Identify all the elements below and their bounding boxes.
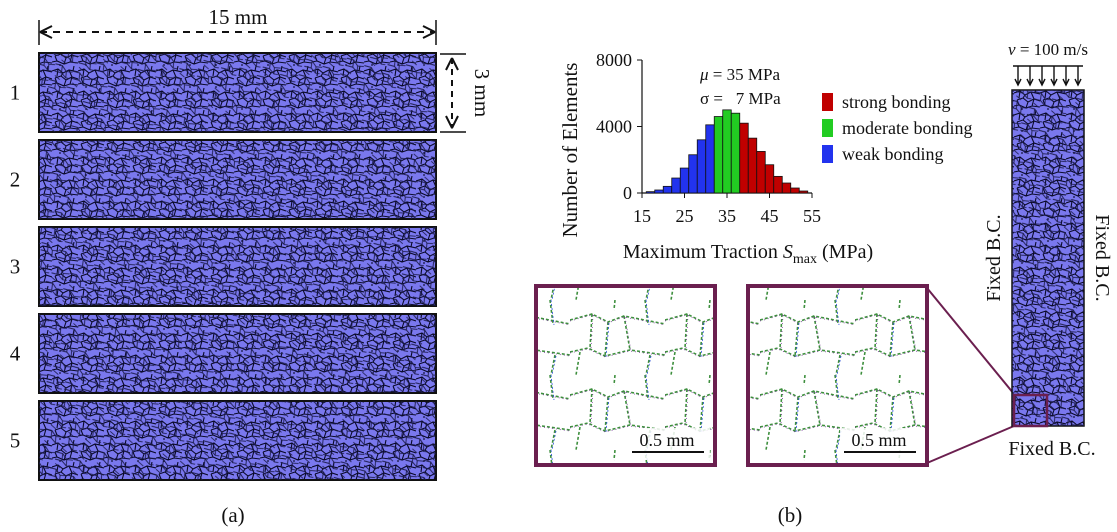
caption-a: (a) (221, 503, 244, 527)
sample-label: 2 (10, 168, 21, 192)
sample-strip-texture (39, 314, 436, 393)
histogram-bar (688, 154, 698, 194)
sample-strip: 4 (10, 313, 437, 394)
histogram-bar (764, 164, 775, 194)
sample-strips: 1 2 3 4 5 (10, 52, 437, 481)
mu-stat: μ = 35 MPa (699, 65, 780, 84)
zoom-inset-right: 0.5 mm (746, 284, 929, 467)
histogram-bar (671, 177, 681, 194)
width-dimension-arrows (39, 25, 436, 39)
x-tick-label: 35 (718, 206, 736, 226)
legend-label: weak bonding (842, 144, 943, 164)
load-arrow (1062, 66, 1070, 87)
scale-bar-bg-right (840, 428, 922, 460)
zoom-inset-left: 0.5 mm (534, 284, 717, 467)
panel-a: 15 mm 3 mm 1 2 3 4 5 (a) (10, 5, 494, 527)
legend-label: moderate bonding (842, 118, 972, 138)
histogram-bar (756, 151, 766, 194)
histogram-bar (662, 185, 673, 194)
y-axis-label: Number of Elements (558, 63, 582, 238)
sample-label: 1 (10, 81, 21, 105)
histogram-bar (713, 116, 724, 194)
load-arrow (1038, 66, 1046, 87)
y-tick-label: 0 (623, 183, 632, 203)
load-arrow (1074, 66, 1082, 87)
sample-strip: 5 (10, 400, 437, 481)
histogram-bar (696, 139, 707, 194)
sample-label: 3 (10, 255, 21, 279)
histogram-bar (739, 122, 749, 194)
load-arrow (1014, 66, 1022, 87)
histogram-bar (645, 191, 656, 194)
histogram-bar (773, 175, 783, 194)
legend-swatch (822, 119, 833, 137)
histogram-bar (705, 124, 715, 194)
sample-label: 4 (10, 342, 21, 366)
sigma-stat: σ = 7 MPa (700, 89, 781, 108)
load-arrows (1013, 65, 1083, 87)
histogram: 0 4000 8000 15 25 35 45 55 (596, 50, 821, 226)
zoom-region-marker (1012, 393, 1049, 428)
sample-strip-texture (39, 53, 436, 132)
sample-strip: 2 (10, 139, 437, 220)
x-tick-label: 15 (633, 206, 651, 226)
histogram-bar (747, 137, 758, 194)
legend: strong bonding moderate bonding weak bondi… (822, 92, 972, 164)
histogram-bar (790, 187, 800, 194)
legend-swatch (822, 145, 833, 163)
height-label: 3 mm (470, 69, 494, 117)
caption-b: (b) (778, 503, 803, 527)
sample-strip-texture (39, 140, 436, 219)
zoom-right-frame (746, 284, 929, 467)
x-tick-label: 55 (803, 206, 821, 226)
velocity-label: v = 100 m/s (1008, 40, 1088, 59)
zoom-connector-top (926, 287, 1015, 395)
bc-right-label: Fixed B.C. (1091, 214, 1113, 301)
height-dimension-arrows (445, 57, 459, 129)
load-arrow (1050, 66, 1058, 87)
legend-label: strong bonding (842, 92, 951, 112)
histogram-bar (781, 182, 792, 194)
scale-bar-label-left: 0.5 mm (639, 430, 694, 450)
histogram-bar (722, 109, 732, 194)
column-texture (1012, 90, 1084, 426)
scale-bar-bg-left (628, 428, 710, 460)
scale-bar-label-right: 0.5 mm (851, 430, 906, 450)
histogram-bar (679, 167, 690, 194)
width-label: 15 mm (209, 5, 268, 29)
sample-strip: 3 (10, 226, 437, 307)
load-arrow (1026, 66, 1034, 87)
legend-swatch (822, 93, 833, 111)
y-tick-label: 4000 (596, 117, 632, 137)
sample-label: 5 (10, 429, 21, 453)
sample-strip-texture (39, 401, 436, 480)
histogram-bar (654, 189, 664, 194)
y-tick-label: 8000 (596, 50, 632, 70)
sample-strip: 1 (10, 52, 437, 133)
x-axis-label: Maximum Traction Smax (MPa) (623, 241, 873, 267)
bc-bottom-label: Fixed B.C. (1008, 438, 1095, 460)
panel-b: 0 4000 8000 15 25 35 45 55 Number of Elements M… (534, 40, 1113, 527)
sample-strip-texture (39, 227, 436, 306)
x-tick-label: 25 (676, 206, 694, 226)
zoom-left-frame (534, 284, 717, 467)
histogram-bar (730, 112, 741, 194)
histogram-bar (798, 190, 809, 194)
x-tick-label: 45 (761, 206, 779, 226)
zoom-connector-bottom (926, 425, 1015, 464)
bc-left-label: Fixed B.C. (983, 214, 1005, 301)
